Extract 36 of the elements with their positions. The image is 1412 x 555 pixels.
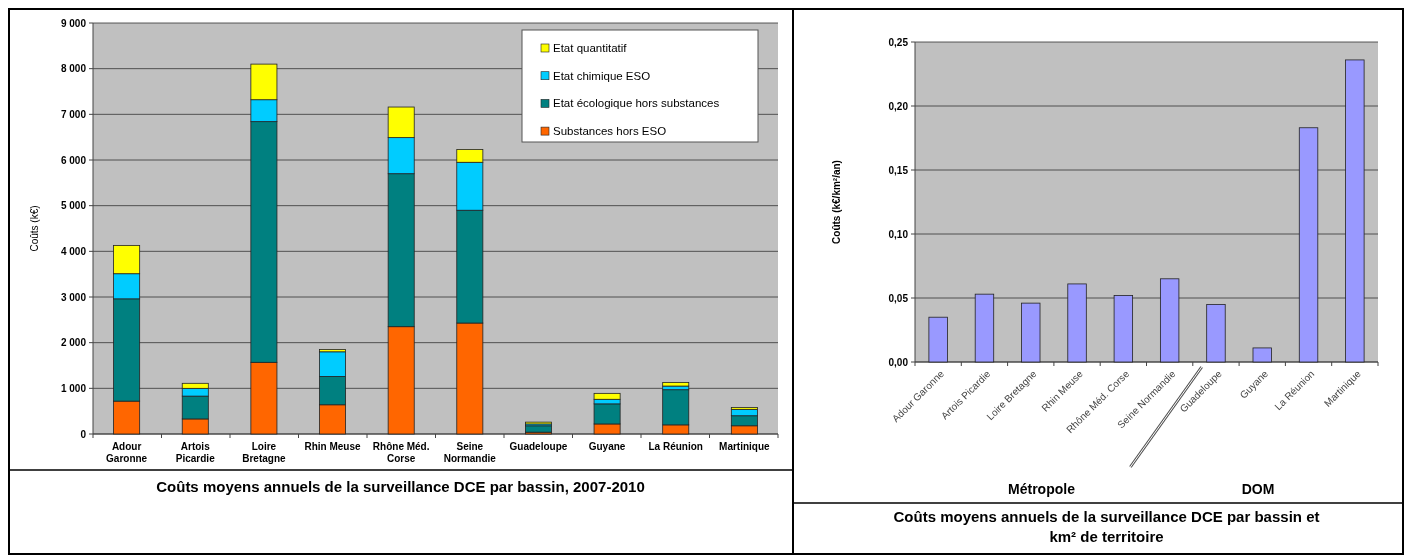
y-tick-label: 0 [80,428,87,440]
x-tick-label: La Réunion [648,441,703,452]
y-tick-label: 8 000 [60,63,87,75]
y-axis-title: Coûts (k€/km²/an) [831,160,842,244]
x-tick-label: Guyane [588,441,626,452]
y-tick-label: 7 000 [60,108,87,120]
y-tick-label: 1 000 [60,382,87,394]
y-tick-label: 6 000 [60,154,87,166]
x-tick-label: Loire Bretagne [242,441,287,464]
y-tick-label: 0,05 [888,292,909,304]
y-tick-label: 9 000 [60,17,87,29]
y-tick-label: 0,10 [888,228,909,240]
y-axis-title: Coûts (k€) [29,205,40,252]
y-tick-label: 0,20 [888,100,909,112]
legend-label: Etat écologique hors substances [553,97,720,110]
x-tick-label: Rhin Meuse [304,441,362,452]
y-tick-label: 3 000 [60,291,87,303]
x-tick-label: Adour Garonne [106,441,148,464]
x-tick-label: Martinique [719,441,771,452]
text: Coûts moyens annuels de la surveillance DCE par bassin et km² de territoire [893,508,1320,545]
text: DOM [1241,481,1275,497]
x-tick-label: Guadeloupe [509,441,568,452]
y-tick-label: 0,25 [888,36,909,48]
y-tick-label: 2 000 [60,337,87,349]
legend-label: Etat quantitatif [553,42,628,55]
y-tick-label: 0,00 [888,356,909,368]
x-tick-label: Artois Picardie [175,441,216,464]
legend-label: Etat chimique ESO [553,69,651,82]
y-tick-label: 5 000 [60,200,87,212]
y-tick-label: 4 000 [60,245,87,257]
legend-label: Substances hors ESO [553,125,667,138]
text: Métropole [1008,481,1076,497]
y-tick-label: 0,15 [888,164,909,176]
x-tick-label: Seine Normandie [443,441,497,464]
x-tick-label: Rhône Méd. Corse [372,441,430,464]
text: Coûts moyens annuels de la surveillance DCE par bassin, 2007-2010 [156,478,645,495]
